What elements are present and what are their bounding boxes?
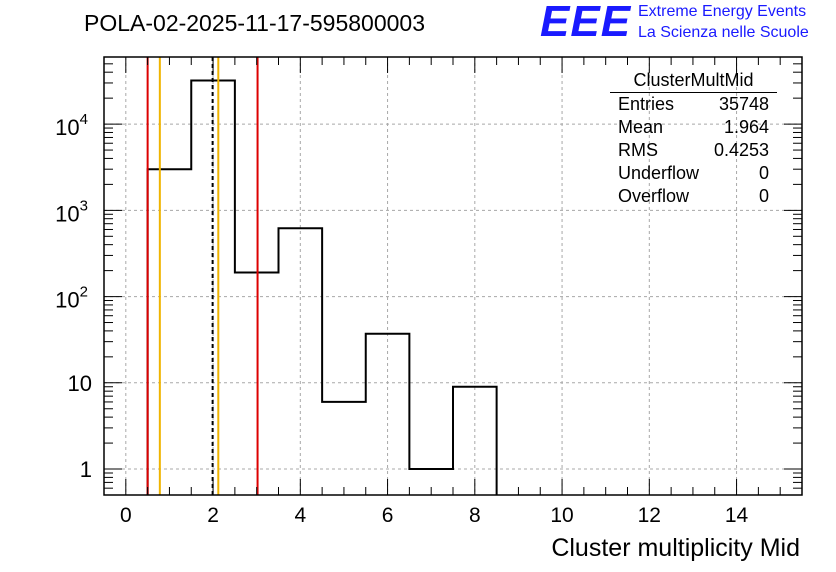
x-tick-label: 6 bbox=[382, 504, 394, 527]
stats-label: Overflow bbox=[618, 186, 690, 206]
y-tick-label: 10 bbox=[68, 371, 92, 396]
x-tick-label: 4 bbox=[294, 504, 306, 527]
x-axis-label: Cluster multiplicity Mid bbox=[551, 534, 800, 562]
x-tick-label: 0 bbox=[120, 504, 132, 527]
stats-value: 1.964 bbox=[723, 117, 769, 137]
histogram-outline bbox=[146, 79, 498, 495]
stats-box: ClusterMultMid Entries 35748 Mean 1.964 … bbox=[610, 70, 777, 208]
stats-row-underflow: Underflow 0 bbox=[610, 162, 777, 185]
stats-label: Entries bbox=[618, 94, 675, 114]
plot-title: POLA-02-2025-11-17-595800003 bbox=[84, 10, 425, 36]
stats-row-entries: Entries 35748 bbox=[610, 93, 777, 116]
y-tick-label: 103 bbox=[55, 197, 88, 226]
x-tick-label: 14 bbox=[725, 504, 749, 527]
y-tick-label: 104 bbox=[55, 111, 88, 140]
stats-title: ClusterMultMid bbox=[610, 70, 777, 93]
logo-line-1: Extreme Energy Events bbox=[638, 3, 807, 20]
x-tick-label: 10 bbox=[550, 504, 573, 527]
eee-logo: EEE bbox=[540, 0, 632, 46]
stats-row-mean: Mean 1.964 bbox=[610, 116, 777, 139]
y-tick-label: 102 bbox=[55, 284, 88, 313]
stats-value: 0 bbox=[758, 186, 769, 206]
stats-value: 0 bbox=[758, 163, 769, 183]
stats-row-rms: RMS 0.4253 bbox=[610, 139, 777, 162]
stats-label: RMS bbox=[618, 140, 658, 160]
logo-line-2: La Scienza nelle Scuole bbox=[638, 24, 809, 41]
x-tick-label: 2 bbox=[207, 504, 219, 527]
x-tick-label: 12 bbox=[638, 504, 661, 527]
stats-label: Underflow bbox=[618, 163, 700, 183]
stats-value: 0.4253 bbox=[713, 140, 769, 160]
x-tick-label: 8 bbox=[469, 504, 481, 527]
stats-label: Mean bbox=[618, 117, 664, 137]
y-tick-label: 1 bbox=[80, 457, 92, 482]
stats-value: 35748 bbox=[718, 94, 769, 114]
stats-row-overflow: Overflow 0 bbox=[610, 185, 777, 208]
